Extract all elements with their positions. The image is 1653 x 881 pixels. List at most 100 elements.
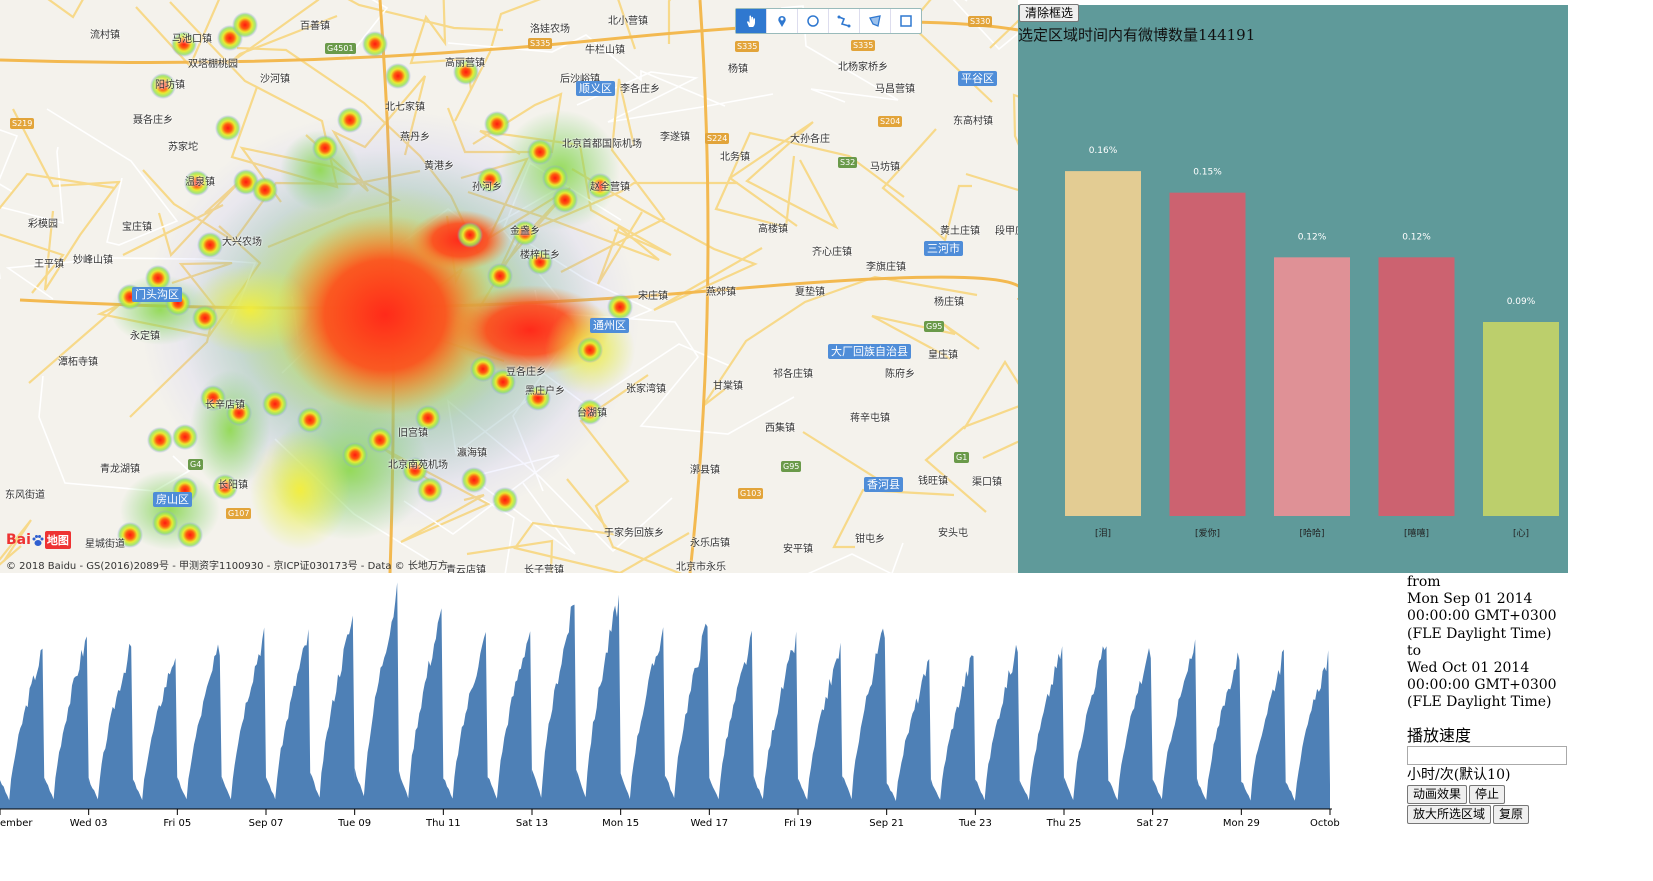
polygon-draw-icon xyxy=(869,15,881,27)
bar-category-label: [心] xyxy=(1513,528,1529,539)
place-label: 齐心庄镇 xyxy=(812,247,852,258)
bar[interactable] xyxy=(1378,257,1455,516)
highway-shield: S330 xyxy=(968,16,993,27)
heat-spot xyxy=(145,265,171,291)
marker-tool[interactable] xyxy=(767,9,798,33)
bar-value-label: 0.12% xyxy=(1298,232,1327,242)
bar[interactable] xyxy=(1065,171,1141,516)
heat-spot xyxy=(362,31,388,57)
place-label: 大兴农场 xyxy=(222,237,262,248)
place-label: 李旗庄镇 xyxy=(866,262,906,273)
map-view[interactable]: 流村镇 马池口镇 百善镇 洛娃农场 北小营镇 双塔棚桃园 沙河镇 高丽营镇 牛栏山镇 杨镇 北杨家桥… xyxy=(0,0,1018,573)
place-label: 北务镇 xyxy=(720,152,750,163)
x-tick-label: Sat 13 xyxy=(516,818,548,829)
heat-spot xyxy=(342,442,368,468)
place-label: 高丽营镇 xyxy=(445,58,485,69)
from-label: from xyxy=(1407,574,1441,590)
place-label: 张家湾镇 xyxy=(626,384,666,395)
map-road xyxy=(780,5,899,103)
bar[interactable] xyxy=(1169,192,1246,516)
logo-text: Bai xyxy=(6,532,31,548)
bar-value-label: 0.09% xyxy=(1507,297,1536,307)
bar-category-label: [爱你] xyxy=(1195,527,1220,539)
district-label: 房山区 xyxy=(153,492,192,507)
heat-spot xyxy=(552,187,578,213)
speed-input[interactable] xyxy=(1407,745,1567,765)
highway-shield: S32 xyxy=(838,157,858,168)
to-timezone: (FLE Daylight Time) xyxy=(1407,694,1552,711)
map-road xyxy=(454,0,637,122)
to-label: to xyxy=(1407,642,1422,659)
place-label: 北京市永乐 xyxy=(676,562,726,573)
timeline-area-chart[interactable]: ember Wed 03 Fri 05 Sep 07 Tue 09 Thu 11 Sat 1… xyxy=(0,573,1351,877)
heat-spot xyxy=(177,522,203,548)
heat-spot xyxy=(262,391,288,417)
bar-value-label: 0.12% xyxy=(1402,232,1431,242)
hand-pan-tool[interactable] xyxy=(736,9,767,33)
reset-button[interactable]: 复原 xyxy=(1493,804,1530,824)
x-tick-label: Fri 19 xyxy=(784,818,812,829)
place-label: 台湖镇 xyxy=(577,408,607,419)
heat-spot xyxy=(184,170,210,196)
bar[interactable] xyxy=(1274,257,1350,516)
map-copyright: © 2018 Baidu - GS(2016)2089号 - 甲测资字11009… xyxy=(6,561,448,572)
place-label: 钳屯乡 xyxy=(855,534,885,545)
district-label: 大厂回族自治县 xyxy=(828,344,911,359)
heat-spot xyxy=(200,385,226,411)
heat-spot xyxy=(587,173,613,199)
place-label: 孙河乡 xyxy=(472,182,502,193)
map-road xyxy=(571,168,763,312)
place-label: 夏垫镇 xyxy=(795,287,825,298)
map-road xyxy=(881,128,972,243)
heat-spot xyxy=(117,522,143,548)
map-base xyxy=(0,0,1018,573)
animate-button[interactable]: 动画效果 xyxy=(1407,784,1468,804)
place-label: 安平镇 xyxy=(783,544,813,555)
heat-blob xyxy=(250,430,350,550)
heat-spot xyxy=(152,510,178,536)
x-tick-label: Sep 07 xyxy=(249,818,284,829)
map-road xyxy=(46,108,179,246)
heat-spot xyxy=(297,407,323,433)
highway-shield: S335 xyxy=(851,40,876,51)
drawing-toolbar xyxy=(735,8,922,34)
zoom-selection-button[interactable]: 放大所选区域 xyxy=(1407,804,1492,824)
place-label: 王平镇 xyxy=(34,259,64,270)
highway-shield: G4501 xyxy=(325,43,356,54)
place-label: 李各庄乡 xyxy=(620,84,660,95)
district-label: 三河市 xyxy=(924,241,963,256)
stop-button[interactable]: 停止 xyxy=(1469,784,1506,804)
bar-value-label: 0.16% xyxy=(1089,146,1118,156)
clear-selection-button[interactable]: 清除框选 xyxy=(1019,4,1080,22)
map-road xyxy=(908,0,993,103)
heat-spot xyxy=(453,59,479,85)
hand-pan-icon xyxy=(747,15,755,27)
place-label: 马坊镇 xyxy=(870,162,900,173)
polygon-tool[interactable] xyxy=(860,9,891,33)
heat-spot xyxy=(457,222,483,248)
bar[interactable] xyxy=(1483,322,1559,516)
heat-spot xyxy=(232,12,258,38)
place-label: 宝庄镇 xyxy=(122,222,152,233)
place-label: 长子营镇 xyxy=(524,565,564,573)
heat-spot xyxy=(484,111,510,137)
x-tick-label: Mon 29 xyxy=(1223,818,1260,829)
polyline-tool[interactable] xyxy=(829,9,860,33)
place-label: 旧宫镇 xyxy=(398,428,428,439)
place-label: 彩模园 xyxy=(28,219,58,230)
place-label: 北杨家桥乡 xyxy=(838,62,888,73)
x-tick-label: Sep 21 xyxy=(869,818,904,829)
heat-spot xyxy=(542,165,568,191)
heat-spot xyxy=(312,135,338,161)
heat-spot xyxy=(577,337,603,363)
x-tick-label: Thu 25 xyxy=(1046,818,1082,829)
place-label: 甘棠镇 xyxy=(713,381,743,392)
to-date: Wed Oct 01 2014 xyxy=(1407,660,1530,677)
place-label: 陈府乡 xyxy=(885,369,915,380)
circle-tool[interactable] xyxy=(798,9,829,33)
map-road xyxy=(447,34,726,107)
district-label: 门头沟区 xyxy=(132,287,182,302)
rectangle-tool[interactable] xyxy=(891,9,921,33)
place-label: 青龙湖镇 xyxy=(100,464,140,475)
heat-spot xyxy=(470,356,496,382)
